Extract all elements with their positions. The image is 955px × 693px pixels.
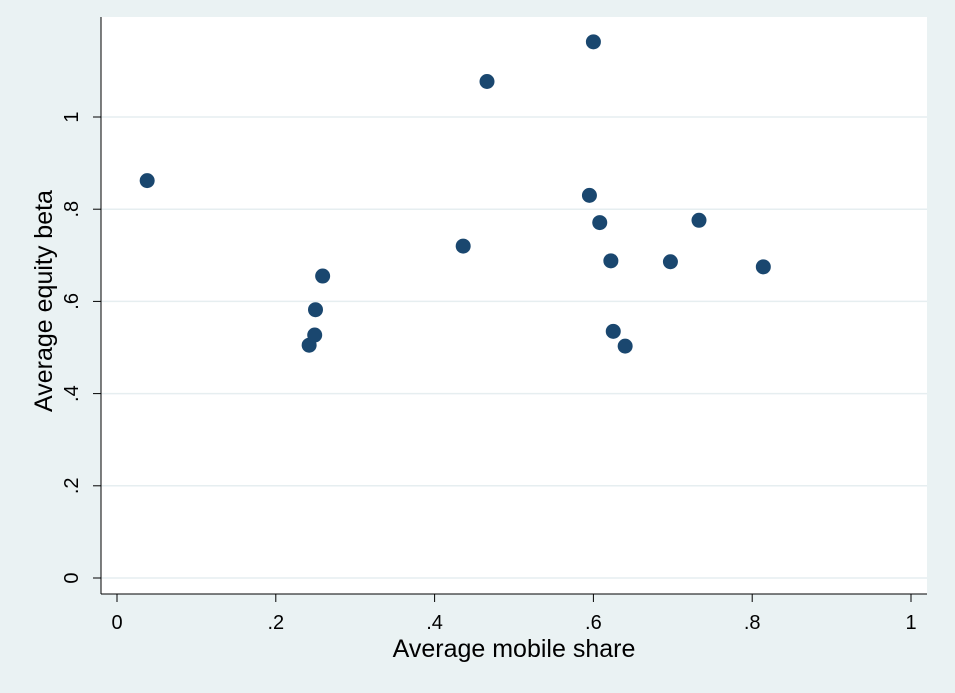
x-tick-label-5: 1: [905, 612, 916, 634]
data-point-8: [585, 34, 601, 50]
y-axis-ticks: 0 .2 .4 .6 .8 1: [61, 111, 101, 584]
data-point-12: [617, 338, 633, 354]
x-axis-title: Average mobile share: [393, 635, 636, 663]
data-point-3: [308, 302, 323, 318]
data-point-11: [605, 323, 621, 339]
data-point-9: [592, 215, 608, 231]
x-tick-label-3: .6: [585, 612, 602, 634]
data-point-14: [691, 212, 707, 228]
x-tick-label-2: .4: [426, 612, 443, 634]
y-tick-label-0: 0: [61, 572, 83, 583]
data-point-5: [455, 238, 471, 254]
data-point-13: [662, 254, 678, 270]
plot-background: [101, 17, 927, 594]
data-point-2: [307, 327, 323, 343]
y-tick-label-4: .8: [61, 201, 83, 218]
data-point-4: [315, 268, 331, 284]
gridlines: [101, 116, 927, 579]
data-point-0: [139, 173, 155, 189]
y-axis-title: Average equity beta: [30, 190, 58, 412]
y-tick-label-1: .2: [61, 477, 83, 494]
x-axis-ticks: 0 .2 .4 .6 .8 1: [111, 594, 917, 634]
x-tick-label-4: .8: [744, 612, 761, 634]
data-points: [139, 34, 771, 354]
data-point-10: [603, 253, 619, 269]
y-tick-label-2: .4: [61, 385, 83, 402]
x-tick-label-1: .2: [267, 612, 284, 634]
data-point-15: [755, 259, 771, 275]
y-tick-label-5: 1: [61, 111, 83, 122]
data-point-6: [479, 74, 495, 90]
y-tick-label-3: .6: [61, 293, 83, 310]
x-tick-label-0: 0: [111, 612, 122, 634]
data-point-7: [581, 187, 597, 203]
